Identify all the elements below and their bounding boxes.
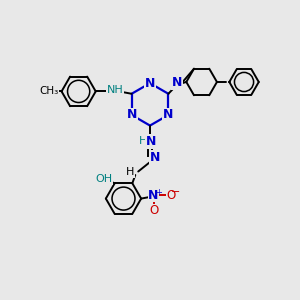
Text: O: O [167,188,176,202]
Text: N: N [127,109,137,122]
Text: N: N [171,76,182,89]
Text: N: N [148,188,159,202]
Text: N: N [150,151,160,164]
Text: N: N [145,77,155,90]
Text: +: + [155,188,162,197]
Text: −: − [171,187,180,197]
Text: N: N [163,109,173,122]
Text: H: H [126,167,134,177]
Text: OH: OH [95,174,112,184]
Text: H: H [139,136,148,146]
Text: NH: NH [107,85,124,94]
Text: N: N [146,135,156,148]
Text: CH₃: CH₃ [39,86,58,96]
Text: O: O [149,204,159,218]
